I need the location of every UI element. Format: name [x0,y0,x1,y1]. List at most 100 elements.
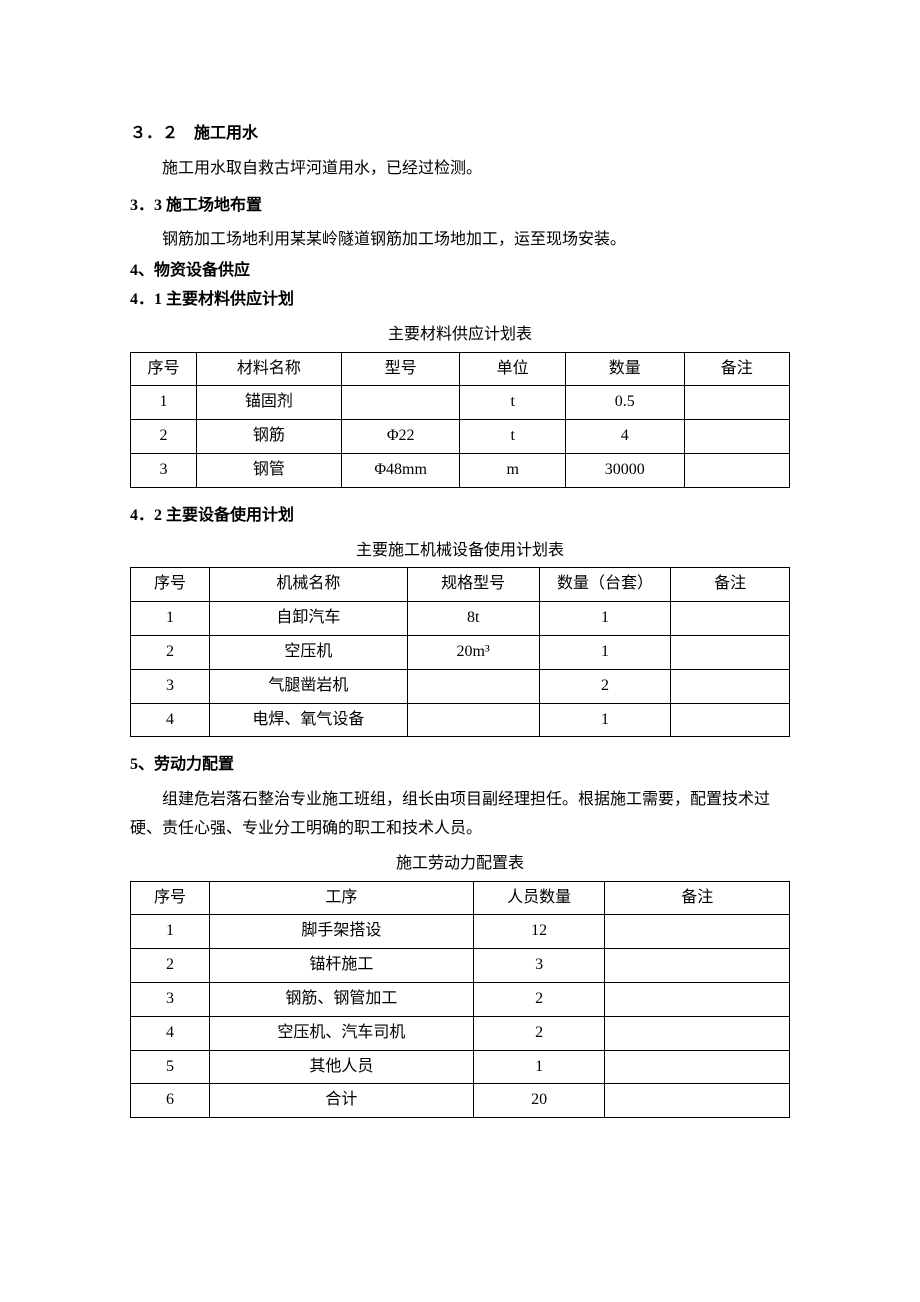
table-header-cell: 序号 [131,352,197,386]
table-cell: 8t [407,602,539,636]
table-cell: 2 [473,982,605,1016]
table-cell: 1 [131,386,197,420]
table-row: 3气腿凿岩机 2 [131,669,790,703]
table-cell [407,669,539,703]
table-cell [605,1016,790,1050]
heading-5: 5、劳动力配置 [130,751,790,780]
table-cell [605,1050,790,1084]
table-cell: 12 [473,915,605,949]
table-cell: t [460,420,565,454]
table-cell: 4 [131,1016,210,1050]
table-cell [605,982,790,1016]
heading-4-2: 4．2 主要设备使用计划 [130,502,790,531]
heading-3-2: ３．２ 施工用水 [130,120,790,149]
table-header-cell: 序号 [131,568,210,602]
table-cell: 气腿凿岩机 [210,669,408,703]
table-cell: 钢筋 [196,420,341,454]
table-row: 5其他人员1 [131,1050,790,1084]
table-cell [671,602,790,636]
table-cell: 1 [539,635,671,669]
table-cell [684,420,789,454]
table-header-cell: 数量 [565,352,684,386]
heading-4: 4、物资设备供应 [130,257,790,286]
caption-table-4-2: 主要施工机械设备使用计划表 [130,537,790,566]
table-cell: 锚杆施工 [210,949,474,983]
table-cell: Φ48mm [341,453,460,487]
table-cell: m [460,453,565,487]
table-cell: 2 [539,669,671,703]
table-equipment: 序号机械名称规格型号数量（台套）备注1自卸汽车8t12空压机20m³13气腿凿岩… [130,567,790,737]
table-row: 4空压机、汽车司机2 [131,1016,790,1050]
table-cell: 3 [131,982,210,1016]
body-5: 组建危岩落石整治专业施工班组，组长由项目副经理担任。根据施工需要，配置技术过硬、… [130,786,790,844]
table-row: 1锚固剂t0.5 [131,386,790,420]
table-cell: 1 [131,915,210,949]
body-3-2: 施工用水取自救古坪河道用水，已经过检测。 [130,155,790,184]
table-cell [684,386,789,420]
table-labor: 序号工序人员数量备注1脚手架搭设122锚杆施工33钢筋、钢管加工24空压机、汽车… [130,881,790,1119]
table-header-cell: 单位 [460,352,565,386]
table-cell: 2 [473,1016,605,1050]
table-cell: 合计 [210,1084,474,1118]
table-cell: 脚手架搭设 [210,915,474,949]
table-cell: 2 [131,949,210,983]
table-cell: 电焊、氧气设备 [210,703,408,737]
table-cell: 钢筋、钢管加工 [210,982,474,1016]
table-cell [671,635,790,669]
table-cell: 1 [539,602,671,636]
table-cell: 1 [131,602,210,636]
table-cell: 其他人员 [210,1050,474,1084]
document-page: ３．２ 施工用水 施工用水取自救古坪河道用水，已经过检测。 3．3 施工场地布置… [0,0,920,1252]
table-cell: 自卸汽车 [210,602,408,636]
table-cell: 3 [131,669,210,703]
table-cell: 4 [565,420,684,454]
table-cell: 钢管 [196,453,341,487]
table-cell [684,453,789,487]
table-row: 2空压机20m³1 [131,635,790,669]
heading-4-1: 4．1 主要材料供应计划 [130,286,790,315]
table-row: 4电焊、氧气设备 1 [131,703,790,737]
table-header-cell: 备注 [671,568,790,602]
table-header-cell: 工序 [210,881,474,915]
table-header-cell: 材料名称 [196,352,341,386]
table-row: 3钢筋、钢管加工2 [131,982,790,1016]
table-cell: 2 [131,635,210,669]
table-cell [671,669,790,703]
table-row: 1脚手架搭设12 [131,915,790,949]
table-row: 3钢管Φ48mmm30000 [131,453,790,487]
table-cell: 1 [539,703,671,737]
table-row: 2锚杆施工3 [131,949,790,983]
table-header-cell: 序号 [131,881,210,915]
table-cell [407,703,539,737]
table-cell: 空压机、汽车司机 [210,1016,474,1050]
table-cell: Φ22 [341,420,460,454]
table-header-cell: 型号 [341,352,460,386]
table-cell: 6 [131,1084,210,1118]
table-row: 1自卸汽车8t1 [131,602,790,636]
table-header-cell: 规格型号 [407,568,539,602]
table-cell [341,386,460,420]
table-cell: 20m³ [407,635,539,669]
heading-3-3: 3．3 施工场地布置 [130,192,790,221]
table-cell [671,703,790,737]
table-cell: 空压机 [210,635,408,669]
table-cell: 20 [473,1084,605,1118]
table-header-cell: 备注 [605,881,790,915]
table-cell: 3 [131,453,197,487]
table-cell: 2 [131,420,197,454]
table-header-cell: 人员数量 [473,881,605,915]
table-cell: 4 [131,703,210,737]
table-cell: 锚固剂 [196,386,341,420]
table-cell [605,1084,790,1118]
body-3-3: 钢筋加工场地利用某某岭隧道钢筋加工场地加工，运至现场安装。 [130,226,790,255]
table-cell: t [460,386,565,420]
table-cell: 1 [473,1050,605,1084]
table-cell: 30000 [565,453,684,487]
table-cell: 3 [473,949,605,983]
table-header-cell: 数量（台套） [539,568,671,602]
table-materials: 序号材料名称型号单位数量备注1锚固剂t0.52钢筋Φ22t43钢管Φ48mmm3… [130,352,790,488]
table-cell [605,949,790,983]
table-cell: 5 [131,1050,210,1084]
table-row: 2钢筋Φ22t4 [131,420,790,454]
table-header-cell: 备注 [684,352,789,386]
